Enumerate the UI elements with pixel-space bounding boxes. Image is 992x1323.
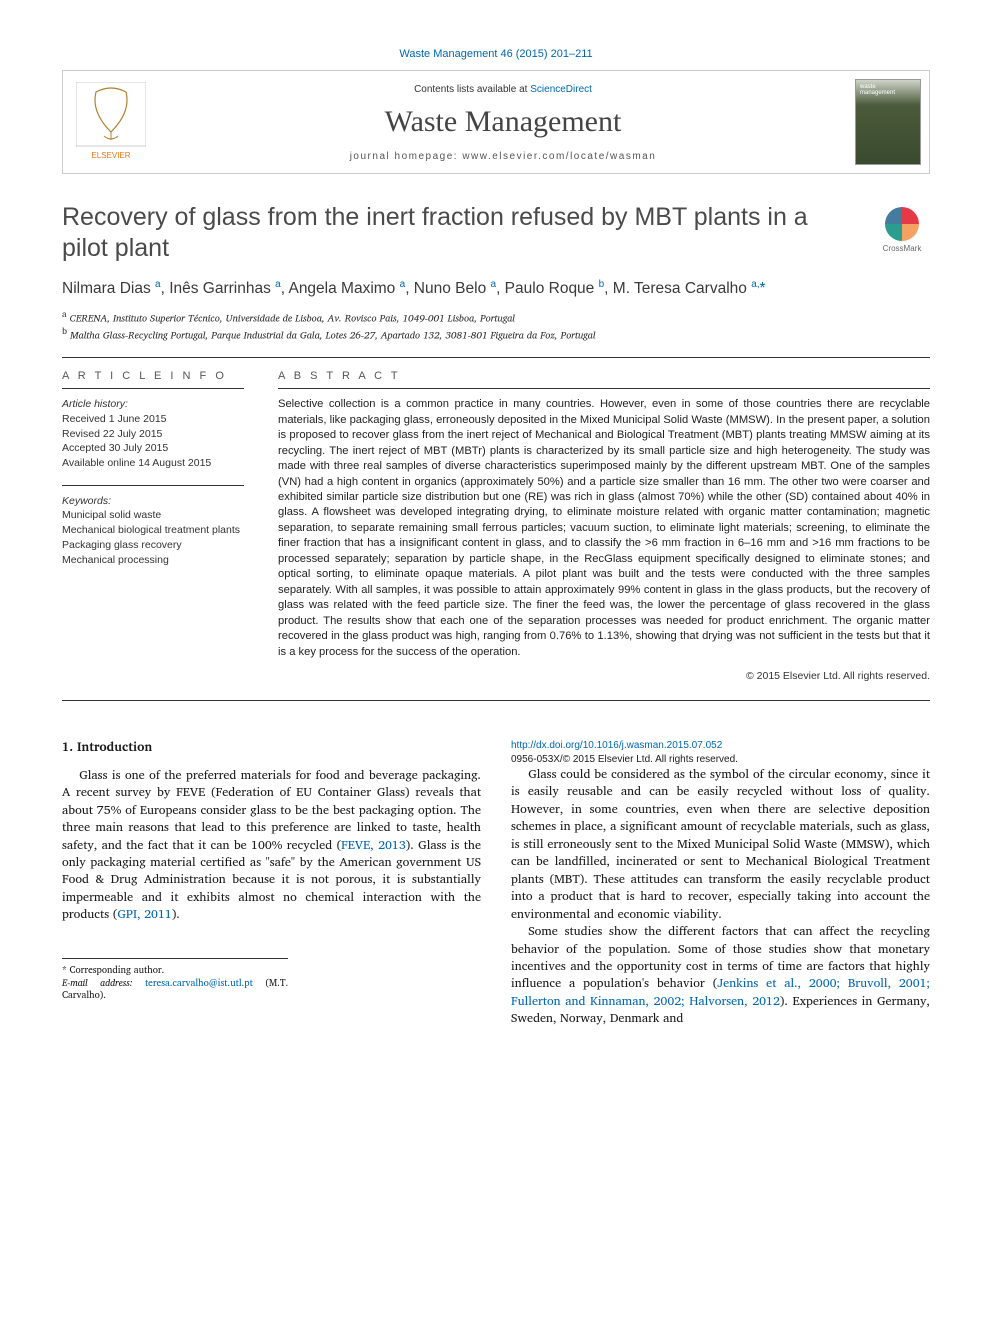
doi-block: http://dx.doi.org/10.1016/j.wasman.2015.… [511, 739, 930, 766]
affiliations: a CERENA, Instituto Superior Técnico, Un… [62, 308, 930, 344]
cover-thumb-cell [847, 71, 929, 173]
footnotes-block: * Corresponding author. E-mail address: … [62, 958, 288, 1003]
keyword-item: Mechanical biological treatment plants [62, 523, 244, 538]
abstract-column: A B S T R A C T Selective collection is … [278, 370, 930, 682]
crossmark-icon [885, 207, 919, 241]
keyword-item: Mechanical processing [62, 553, 244, 568]
abstract-text: Selective collection is a common practic… [278, 397, 930, 660]
publisher-logo-cell: ELSEVIER [63, 71, 159, 173]
journal-header-box: ELSEVIER Contents lists available at Sci… [62, 70, 930, 174]
body-paragraph: Some studies show the different factors … [511, 923, 930, 1028]
info-rule-1 [62, 388, 244, 389]
received-date: Received 1 June 2015 [62, 412, 244, 427]
keyword-item: Packaging glass recovery [62, 538, 244, 553]
history-label: Article history: [62, 397, 244, 412]
journal-homepage-line: journal homepage: www.elsevier.com/locat… [159, 151, 847, 162]
article-info-heading: A R T I C L E I N F O [62, 370, 244, 382]
authors-line: Nilmara Dias a, Inês Garrinhas a, Angela… [62, 279, 930, 298]
section-heading-intro: 1. Introduction [62, 739, 481, 757]
citation-header: Waste Management 46 (2015) 201–211 [62, 48, 930, 60]
journal-name: Waste Management [159, 105, 847, 139]
contents-available-line: Contents lists available at ScienceDirec… [159, 84, 847, 95]
info-rule-2 [62, 485, 244, 486]
article-history-block: Article history: Received 1 June 2015 Re… [62, 397, 244, 470]
divider-rule-2 [62, 700, 930, 701]
keywords-label: Keywords: [62, 494, 244, 509]
journal-cover-thumbnail [855, 79, 921, 165]
body-paragraph: Glass could be considered as the symbol … [511, 766, 930, 923]
crossmark-badge[interactable]: CrossMark [874, 202, 930, 258]
citation-link[interactable]: GPI, 2011 [117, 904, 171, 924]
accepted-date: Accepted 30 July 2015 [62, 441, 244, 456]
sciencedirect-link[interactable]: ScienceDirect [530, 84, 592, 95]
issn-copyright: 0956-053X/© 2015 Elsevier Ltd. All right… [511, 754, 738, 765]
svg-text:ELSEVIER: ELSEVIER [91, 151, 130, 160]
email-line: E-mail address: teresa.carvalho@ist.utl.… [62, 978, 288, 1004]
article-title: Recovery of glass from the inert fractio… [62, 202, 858, 265]
author-email-link[interactable]: teresa.carvalho@ist.utl.pt [145, 976, 253, 991]
elsevier-logo: ELSEVIER [76, 82, 146, 162]
article-info-column: A R T I C L E I N F O Article history: R… [62, 370, 244, 682]
copyright-line: © 2015 Elsevier Ltd. All rights reserved… [278, 670, 930, 682]
online-date: Available online 14 August 2015 [62, 456, 244, 471]
crossmark-label: CrossMark [883, 244, 922, 253]
affiliation-b: b Maltha Glass-Recycling Portugal, Parqu… [62, 325, 930, 343]
keywords-block: Keywords: Municipal solid waste Mechanic… [62, 494, 244, 567]
contents-prefix: Contents lists available at [414, 84, 530, 95]
body-two-column: 1. Introduction Glass is one of the pref… [62, 739, 930, 1028]
abstract-rule [278, 388, 930, 389]
body-paragraph: Glass is one of the preferred materials … [62, 767, 481, 924]
revised-date: Revised 22 July 2015 [62, 427, 244, 442]
affiliation-a: a CERENA, Instituto Superior Técnico, Un… [62, 308, 930, 326]
doi-link[interactable]: http://dx.doi.org/10.1016/j.wasman.2015.… [511, 740, 722, 751]
divider-rule [62, 357, 930, 358]
keyword-item: Municipal solid waste [62, 508, 244, 523]
homepage-url: www.elsevier.com/locate/wasman [462, 151, 656, 162]
abstract-heading: A B S T R A C T [278, 370, 930, 382]
homepage-label: journal homepage: [350, 151, 463, 162]
